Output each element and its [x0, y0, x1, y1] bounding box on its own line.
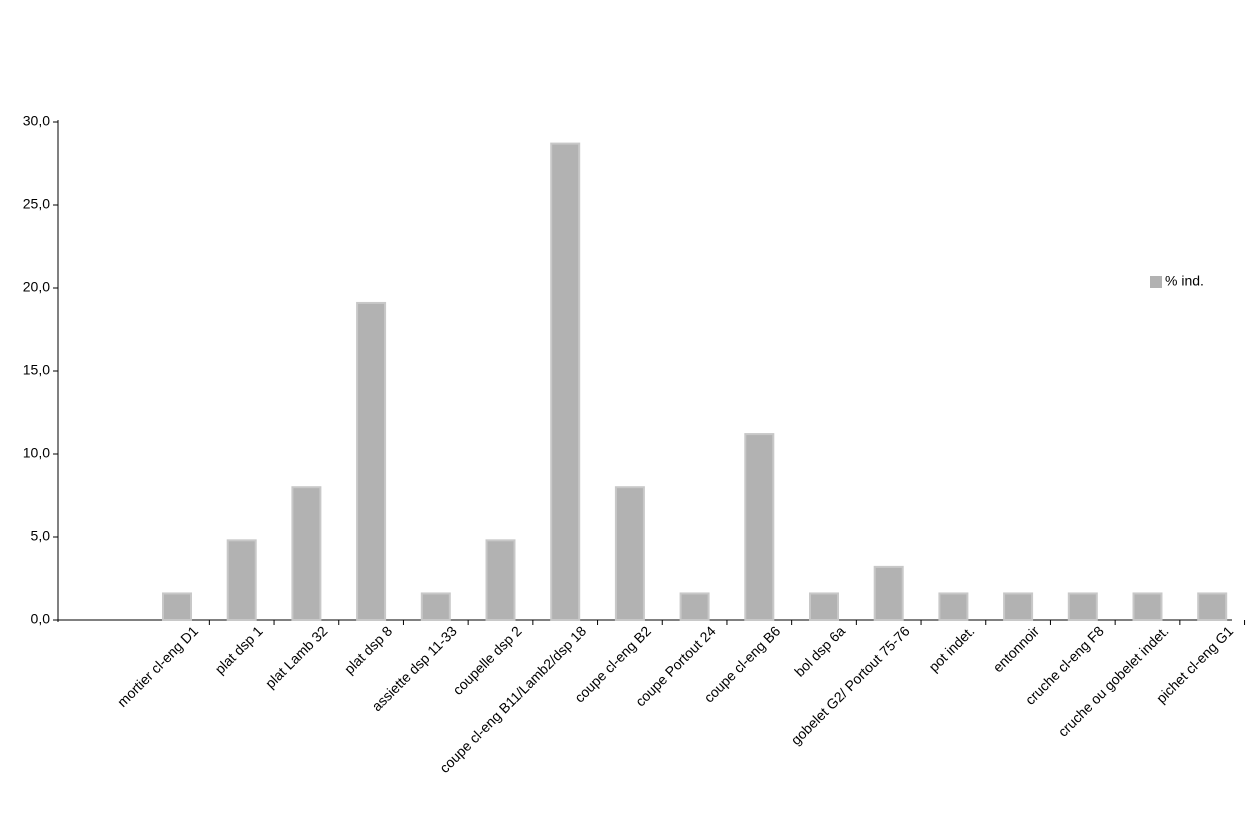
bar [226, 539, 257, 622]
x-tick-label: cruche ou gobelet indet. [1055, 623, 1172, 740]
bar [1197, 592, 1228, 622]
y-tick-label: 25,0 [23, 196, 50, 212]
x-tick-label: pot indet. [925, 623, 977, 675]
bar [420, 592, 451, 622]
bar [356, 301, 387, 621]
bar [809, 592, 839, 622]
bar [938, 592, 969, 622]
x-tick-label: plat dsp 1 [212, 623, 266, 677]
bar [1067, 592, 1098, 622]
x-tick-label: bol dsp 6a [791, 623, 848, 680]
legend-swatch [1150, 276, 1162, 288]
bar [162, 592, 192, 622]
bar [291, 486, 322, 622]
bar [485, 539, 516, 622]
legend-label: % ind. [1165, 273, 1204, 289]
x-tick-label: gobelet G2/ Portout 75-76 [788, 623, 913, 748]
y-tick-label: 0,0 [31, 611, 51, 627]
x-tick-label: mortier cl-eng D1 [114, 623, 201, 710]
y-tick-label: 20,0 [23, 279, 50, 295]
x-tick-label: entonnoir [990, 623, 1043, 676]
x-tick-label: plat dsp 8 [341, 623, 395, 677]
y-tick-label: 5,0 [31, 528, 51, 544]
bar [550, 142, 581, 622]
x-tick-label: plat Lamb 32 [262, 623, 331, 692]
y-tick-label: 10,0 [23, 445, 50, 461]
bar [679, 592, 710, 622]
bar [1132, 592, 1163, 622]
bar [744, 433, 775, 621]
bar [873, 565, 904, 622]
bar [1003, 592, 1034, 622]
y-tick-label: 30,0 [23, 113, 50, 129]
bar [614, 486, 645, 622]
y-tick-label: 15,0 [23, 362, 50, 378]
